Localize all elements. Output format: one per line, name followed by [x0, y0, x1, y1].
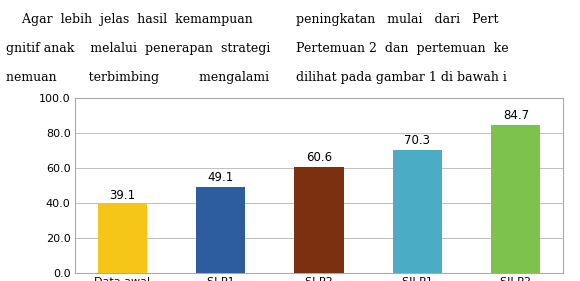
Text: peningkatan   mulai   dari   Pert: peningkatan mulai dari Pert: [296, 13, 498, 26]
Text: Pertemuan 2  dan  pertemuan  ke: Pertemuan 2 dan pertemuan ke: [296, 42, 509, 55]
Text: dilihat pada gambar 1 di bawah i: dilihat pada gambar 1 di bawah i: [296, 71, 507, 84]
Text: 84.7: 84.7: [503, 109, 529, 123]
Bar: [393, 150, 442, 273]
Text: 70.3: 70.3: [404, 135, 430, 148]
Text: 49.1: 49.1: [208, 171, 234, 184]
Text: 60.6: 60.6: [306, 151, 332, 164]
Text: Agar  lebih  jelas  hasil  kemampuan: Agar lebih jelas hasil kemampuan: [6, 13, 252, 26]
Bar: [97, 205, 147, 273]
Text: 39.1: 39.1: [109, 189, 135, 202]
Bar: [295, 167, 343, 273]
Bar: [196, 187, 245, 273]
Text: nemuan        terbimbing          mengalami: nemuan terbimbing mengalami: [6, 71, 269, 84]
Bar: [491, 125, 541, 273]
Text: gnitif anak    melalui  penerapan  strategi: gnitif anak melalui penerapan strategi: [6, 42, 270, 55]
